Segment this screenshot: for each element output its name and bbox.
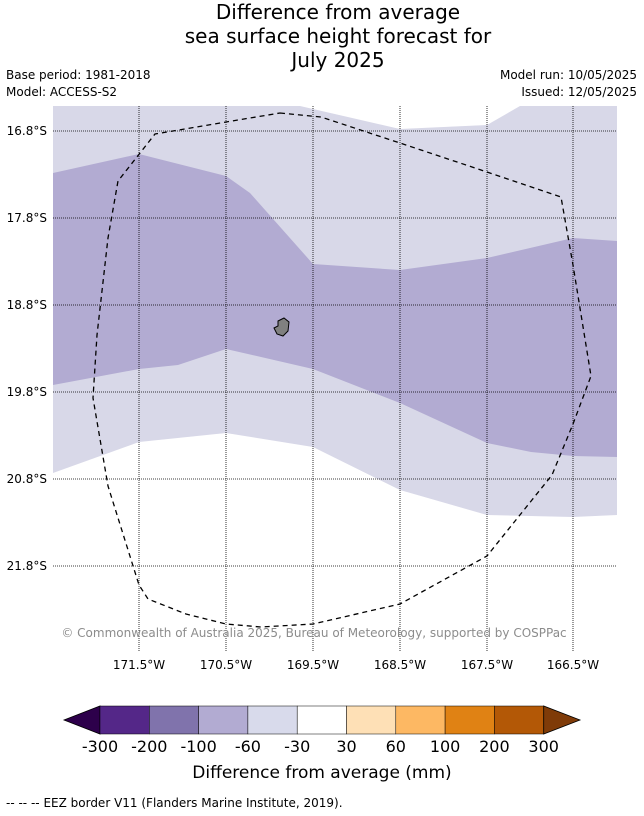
colorbar-tick: -300: [82, 737, 118, 756]
chart-title: Difference from average sea surface heig…: [0, 0, 644, 72]
map-area: [53, 106, 617, 652]
latitude-labels: 16.8°S 17.8°S 18.8°S 19.8°S 20.8°S 21.8°S: [7, 124, 47, 573]
colorbar-segment: [247, 705, 298, 735]
meta-right: Model run: 10/05/2025 Issued: 12/05/2025: [500, 67, 637, 101]
niue-island: [273, 317, 290, 337]
lat-label: 21.8°S: [7, 559, 47, 573]
issued-date: Issued: 12/05/2025: [521, 85, 637, 99]
colorbar-extend-high: [543, 705, 582, 735]
lat-label: 19.8°S: [7, 385, 47, 399]
lon-label: 169.5°W: [287, 658, 339, 672]
eez-border: [92, 112, 592, 628]
colorbar-tick: -30: [284, 737, 310, 756]
lon-label: 170.5°W: [200, 658, 252, 672]
top-cutout: [300, 106, 520, 129]
colorbar-segment: [296, 705, 347, 735]
colorbar-segment: [444, 705, 495, 735]
colorbar-tick: -60: [235, 737, 261, 756]
lon-label: 168.5°W: [374, 658, 426, 672]
lon-label: 166.5°W: [547, 658, 599, 672]
lat-label: 16.8°S: [7, 124, 47, 138]
longitude-labels: 171.5°W 170.5°W 169.5°W 168.5°W 167.5°W 166.5…: [113, 658, 599, 672]
colorbar-tick-labels: -300 -200 -100 -60 -30 30 60 100 200 300: [82, 737, 559, 756]
eez-legend-text: EEZ border V11 (Flanders Marine Institut…: [43, 796, 343, 810]
title-line-2: sea surface height forecast for: [184, 24, 492, 48]
title-line-3: July 2025: [291, 48, 385, 72]
colorbar-tick: 200: [479, 737, 510, 756]
lat-label: 17.8°S: [7, 211, 47, 225]
model-name: Model: ACCESS-S2: [6, 85, 118, 99]
lat-label: 20.8°S: [7, 472, 47, 486]
eez-legend-symbol: -- -- --: [6, 796, 40, 810]
colorbar-segment: [346, 705, 397, 735]
graticule: [53, 106, 617, 652]
lon-label: 171.5°W: [113, 658, 165, 672]
lon-label: 167.5°W: [461, 658, 513, 672]
colorbar-segment: [494, 705, 544, 735]
colorbar-extend-low: [62, 705, 101, 735]
colorbar-tick: -100: [180, 737, 216, 756]
colorbar-label: Difference from average (mm): [192, 763, 451, 783]
colorbar-tick: 300: [528, 737, 559, 756]
colorbar-tick: -200: [131, 737, 167, 756]
colorbar-segment: [198, 705, 249, 735]
colorbar-tick: 30: [336, 737, 356, 756]
colorbar-tick: 100: [430, 737, 461, 756]
colorbar-segment: [395, 705, 446, 735]
colorbar: [62, 705, 582, 735]
base-period: Base period: 1981-2018: [6, 68, 151, 82]
lat-label: 18.8°S: [7, 298, 47, 312]
colorbar-tick: 60: [386, 737, 406, 756]
meta-left: Base period: 1981-2018 Model: ACCESS-S2: [6, 67, 151, 101]
band-minus-100-to-minus-60: [53, 154, 617, 457]
title-line-1: Difference from average: [215, 0, 461, 24]
copyright-notice: © Commonwealth of Australia 2025, Bureau…: [61, 626, 566, 640]
model-run: Model run: 10/05/2025: [499, 68, 637, 82]
colorbar-segment: [149, 705, 199, 735]
footer-legend: -- -- -- EEZ border V11 (Flanders Marine…: [6, 796, 343, 810]
colorbar-segment: [99, 705, 150, 735]
